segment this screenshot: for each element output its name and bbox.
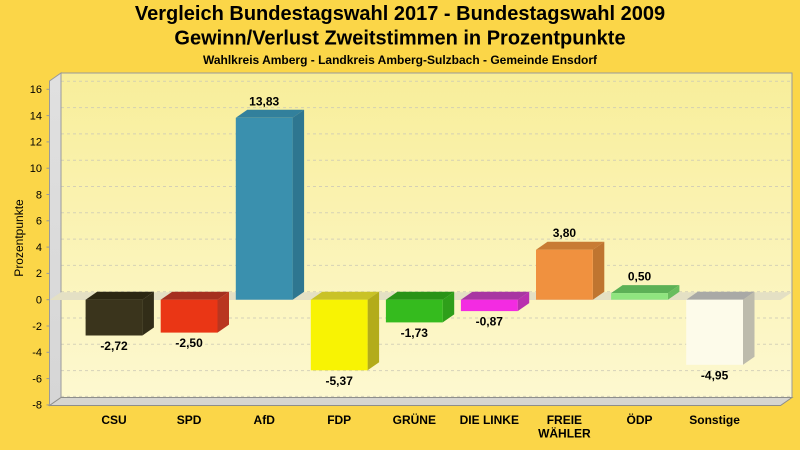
- svg-text:GRÜNE: GRÜNE: [393, 412, 436, 427]
- svg-text:FDP: FDP: [327, 413, 351, 427]
- svg-text:-0,87: -0,87: [476, 315, 504, 329]
- svg-text:-2,72: -2,72: [100, 339, 128, 353]
- svg-text:6: 6: [36, 216, 42, 228]
- svg-text:14: 14: [30, 110, 42, 122]
- svg-text:13,83: 13,83: [249, 94, 279, 108]
- svg-text:-5,37: -5,37: [326, 374, 354, 388]
- svg-text:16: 16: [30, 84, 42, 96]
- svg-text:-6: -6: [32, 373, 42, 385]
- svg-text:0: 0: [36, 295, 42, 307]
- svg-text:Wahlkreis Amberg - Landkreis A: Wahlkreis Amberg - Landkreis Amberg-Sulz…: [203, 53, 598, 67]
- svg-text:SPD: SPD: [177, 413, 202, 427]
- svg-text:-8: -8: [32, 400, 42, 412]
- svg-text:CSU: CSU: [101, 413, 126, 427]
- svg-text:12: 12: [30, 137, 42, 149]
- svg-text:2: 2: [36, 268, 42, 280]
- svg-text:-4: -4: [32, 347, 42, 359]
- svg-text:Gewinn/Verlust Zweitstimmen in: Gewinn/Verlust Zweitstimmen in Prozentpu…: [174, 28, 625, 50]
- svg-text:Vergleich Bundestagswahl 2017: Vergleich Bundestagswahl 2017 - Bundesta…: [135, 3, 665, 25]
- svg-text:8: 8: [36, 189, 42, 201]
- svg-text:-1,73: -1,73: [401, 326, 429, 340]
- svg-text:DIE LINKE: DIE LINKE: [460, 413, 519, 427]
- svg-text:-2,50: -2,50: [175, 336, 203, 350]
- svg-text:FREIE: FREIE: [547, 413, 582, 427]
- svg-text:-4,95: -4,95: [701, 368, 729, 382]
- svg-text:AfD: AfD: [254, 413, 276, 427]
- svg-text:ÖDP: ÖDP: [626, 412, 652, 427]
- svg-text:3,80: 3,80: [553, 226, 577, 240]
- svg-text:0,50: 0,50: [628, 270, 652, 284]
- svg-text:Prozentpunkte: Prozentpunkte: [12, 199, 26, 277]
- svg-text:WÄHLER: WÄHLER: [538, 426, 591, 441]
- svg-text:Sonstige: Sonstige: [689, 413, 740, 427]
- svg-text:4: 4: [36, 242, 42, 254]
- svg-text:10: 10: [30, 163, 42, 175]
- svg-text:-2: -2: [32, 321, 42, 333]
